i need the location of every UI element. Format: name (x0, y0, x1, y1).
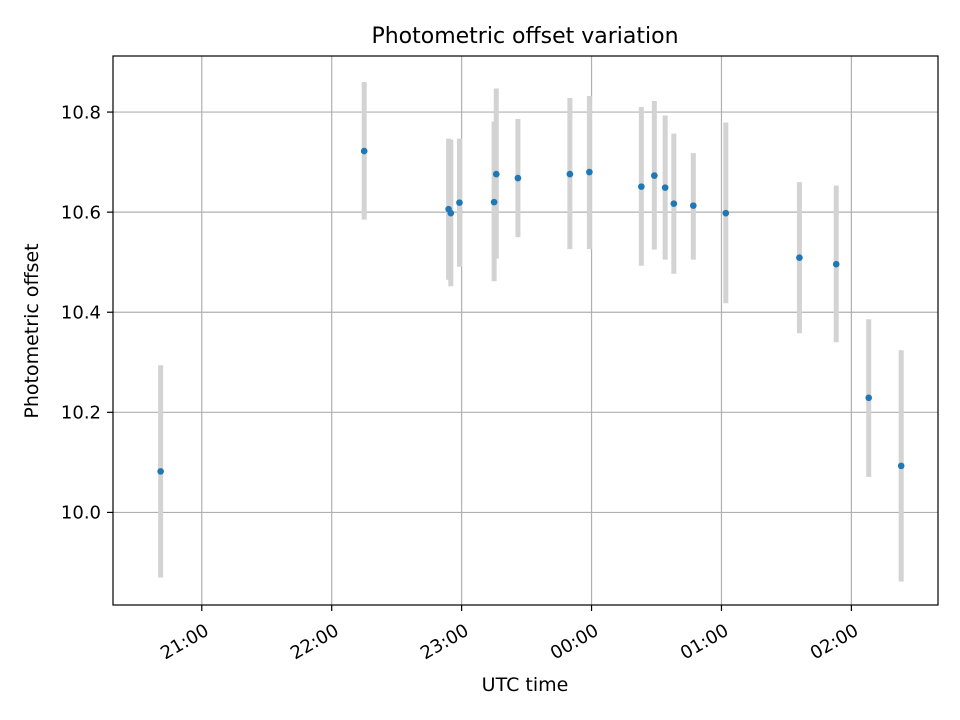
y-tick-label: 10.4 (61, 303, 101, 324)
data-point (456, 199, 463, 206)
data-point (690, 202, 697, 209)
data-points (157, 147, 905, 475)
y-tick-label: 10.0 (61, 503, 101, 524)
chart-title: Photometric offset variation (371, 24, 678, 49)
x-tick-label: 21:00 (157, 620, 212, 664)
data-point (651, 172, 658, 179)
x-tick-label: 02:00 (807, 620, 862, 664)
data-point (796, 254, 803, 261)
data-point (638, 183, 645, 190)
x-tick-label: 00:00 (547, 620, 602, 664)
x-tick-label: 01:00 (677, 620, 732, 664)
y-tick-label: 10.6 (61, 202, 101, 223)
data-point (360, 147, 368, 155)
plot-frame (112, 55, 939, 606)
data-point (514, 174, 522, 182)
gridlines (113, 56, 938, 605)
data-point (447, 209, 455, 217)
data-point (661, 184, 669, 191)
data-point (832, 260, 840, 268)
data-point (722, 209, 730, 217)
error-bars (158, 82, 904, 582)
y-axis-label: Photometric offset (21, 243, 43, 418)
data-point (897, 462, 905, 470)
y-tick-label: 10.2 (61, 403, 101, 424)
y-axis-ticks: 10.0 10.2 10.4 10.6 10.8 (61, 102, 113, 524)
data-point (865, 394, 873, 402)
data-point (586, 168, 593, 176)
x-axis-ticks: 21:00 22:00 23:00 00:00 01:00 02:00 (157, 605, 862, 664)
data-point (157, 468, 164, 475)
data-point (566, 170, 574, 178)
data-point (670, 200, 678, 207)
data-point (490, 198, 498, 206)
x-tick-label: 23:00 (417, 620, 472, 664)
x-axis-label: UTC time (482, 674, 569, 696)
data-point (492, 170, 500, 178)
x-tick-label: 22:00 (287, 620, 342, 664)
y-tick-label: 10.8 (61, 102, 101, 123)
